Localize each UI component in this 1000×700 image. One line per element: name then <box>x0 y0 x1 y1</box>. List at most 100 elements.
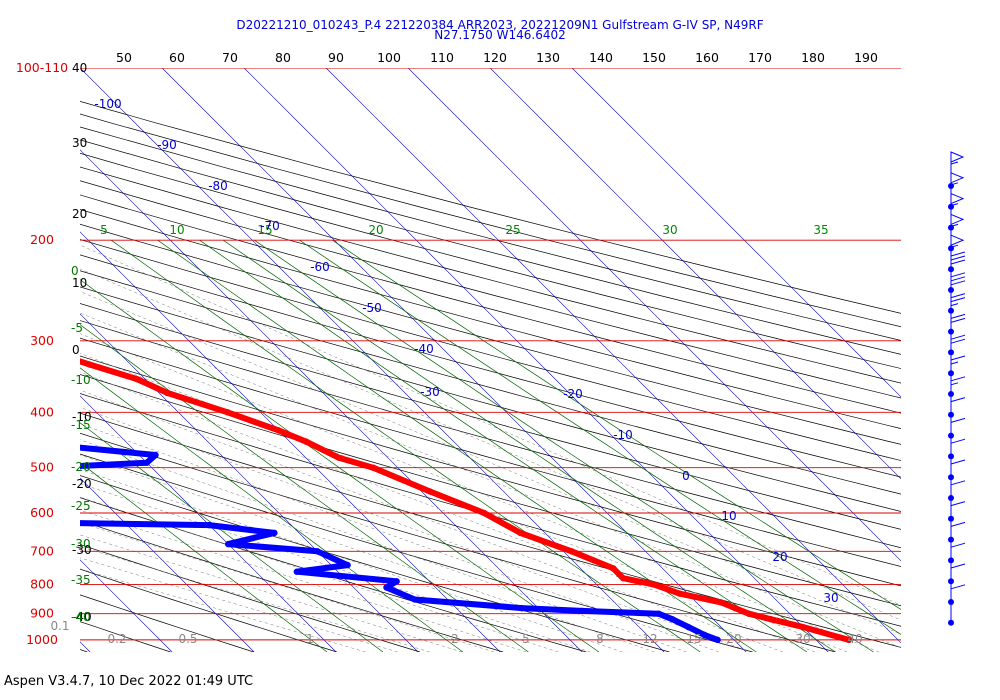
temperature-point <box>845 636 852 644</box>
moist-adiabat-line <box>80 469 623 652</box>
mixing-ratio-line <box>110 239 701 652</box>
top-axis-tick-label: 120 <box>483 50 507 65</box>
moist-adiabat-line <box>80 454 655 652</box>
temperature-point <box>86 361 93 368</box>
dewpoint-point <box>411 596 419 603</box>
pressure-tick-label: 600 <box>30 505 54 520</box>
temperature-point <box>370 464 377 471</box>
isotherm-line <box>80 641 91 652</box>
wind-barb-flag <box>950 397 966 403</box>
dry-adiabat-line <box>80 286 901 512</box>
mixing-ratio-line <box>80 367 464 652</box>
dry-adiabat-line <box>80 239 901 461</box>
top-axis-tick-label: 180 <box>801 50 825 65</box>
wind-barb-half-flag <box>950 161 959 165</box>
temperature-point <box>731 604 739 612</box>
dry-adiabat-line <box>80 374 901 607</box>
isotherm-line <box>161 68 747 652</box>
dewpoint-point <box>714 636 721 644</box>
dry-adiabat-line <box>80 337 901 567</box>
top-axis-tick-label: 100 <box>377 50 401 65</box>
mixing-ratio-label: 0.1 <box>50 619 69 633</box>
wind-barb-flag <box>950 251 966 257</box>
mixing-ratio-label: 30 <box>795 632 810 646</box>
wind-barb-half-flag <box>950 203 959 207</box>
wind-barb-pennant <box>950 234 965 246</box>
dewpoint-point <box>314 548 321 555</box>
wind-barb-pennant <box>950 213 965 226</box>
mixing-ratio-label: 15 <box>686 632 701 646</box>
moist-adiabat-line <box>80 333 880 652</box>
dry-adiabat-line <box>80 152 901 369</box>
title-line-2: N27.1750 W146.6402 <box>434 28 566 42</box>
isotherm-label: 0 <box>682 469 690 483</box>
moist-adiabat-label: -10 <box>71 373 91 387</box>
dewpoint-point <box>383 584 390 591</box>
dewpoint-point <box>71 444 77 450</box>
moist-adiabat-top-label: 15 <box>257 223 272 237</box>
mixing-ratio-label: 0.5 <box>178 632 197 646</box>
top-axis-tick-label: 110 <box>430 50 454 65</box>
dry-adiabat-line <box>80 254 901 478</box>
pressure-tick-label: 500 <box>30 460 54 475</box>
moist-adiabat-label: -5 <box>71 321 83 335</box>
isotherm-label: -10 <box>613 428 633 442</box>
wind-barb-flag <box>950 259 966 265</box>
wind-barb-half-flag <box>950 223 959 227</box>
isotherm-label: -40 <box>414 342 434 356</box>
dry-adiabat-label: 10 <box>72 276 87 290</box>
pressure-tick-label: 100-110 <box>16 60 68 75</box>
wind-barb-station <box>948 619 954 626</box>
isotherm-label: 30 <box>823 591 838 605</box>
dewpoint-point <box>152 451 159 459</box>
dry-adiabat-label: -10 <box>72 410 92 424</box>
mixing-ratio-line <box>157 239 757 652</box>
mixing-ratio-line <box>223 239 836 652</box>
dry-adiabat-line <box>80 497 587 652</box>
wind-barb-flag <box>950 313 966 319</box>
temperature-point <box>164 389 171 397</box>
axis-labels: 50 60 70 80 90 100 110 120 130 140 150 160 170 180 190… <box>16 50 878 647</box>
isotherm-label: -50 <box>362 301 382 315</box>
wind-barb <box>948 584 966 626</box>
mixing-ratio-label: 20 <box>726 632 741 646</box>
top-axis-tick-label: 50 <box>116 50 132 65</box>
isotherm-line <box>80 477 255 652</box>
isotherm-label: 20 <box>772 550 787 564</box>
isotherm-line <box>80 231 501 652</box>
mixing-ratio-line <box>199 239 808 652</box>
dry-adiabat-line <box>80 209 901 429</box>
dry-adiabat-line <box>80 412 901 648</box>
temperature-point <box>610 565 617 572</box>
temperature-point <box>426 488 433 495</box>
temperature-point <box>480 509 488 517</box>
moist-adiabat-top-label: 20 <box>368 223 383 237</box>
top-axis-tick-label: 190 <box>854 50 878 65</box>
mixing-ratio-line <box>299 239 901 635</box>
dry-adiabat-line <box>80 126 901 341</box>
dry-adiabat-line <box>80 270 901 495</box>
dewpoint-point <box>143 459 151 466</box>
moist-adiabat-line <box>80 371 816 652</box>
dewpoint-point <box>225 540 232 548</box>
isotherm-line <box>0 68 8 652</box>
wind-barb-pennant <box>950 172 965 184</box>
dry-adiabat-line <box>80 520 504 652</box>
wind-barb-flag <box>950 459 966 465</box>
moist-adiabat-line <box>80 439 687 652</box>
moist-adiabat-line <box>80 568 366 652</box>
mixing-ratio-label: 5 <box>522 632 530 646</box>
dry-adiabat-line <box>80 223 901 445</box>
title-line-1: D20221210_010243_P.4 221220384 ARR2023, … <box>236 18 764 32</box>
moist-adiabat-label: -35 <box>71 573 91 587</box>
dry-adiabat-label: -20 <box>72 477 92 491</box>
mixing-ratio-label: 0.2 <box>107 632 126 646</box>
wind-barb-flag <box>950 334 966 340</box>
mixing-ratio-line <box>80 422 384 652</box>
moist-adiabat-line <box>80 268 901 621</box>
wind-barb-pennant <box>950 151 965 163</box>
dry-adiabat-line <box>80 544 421 652</box>
dewpoint-point <box>518 604 526 612</box>
wind-barb-flag <box>950 297 966 303</box>
temperature-point <box>767 615 774 623</box>
